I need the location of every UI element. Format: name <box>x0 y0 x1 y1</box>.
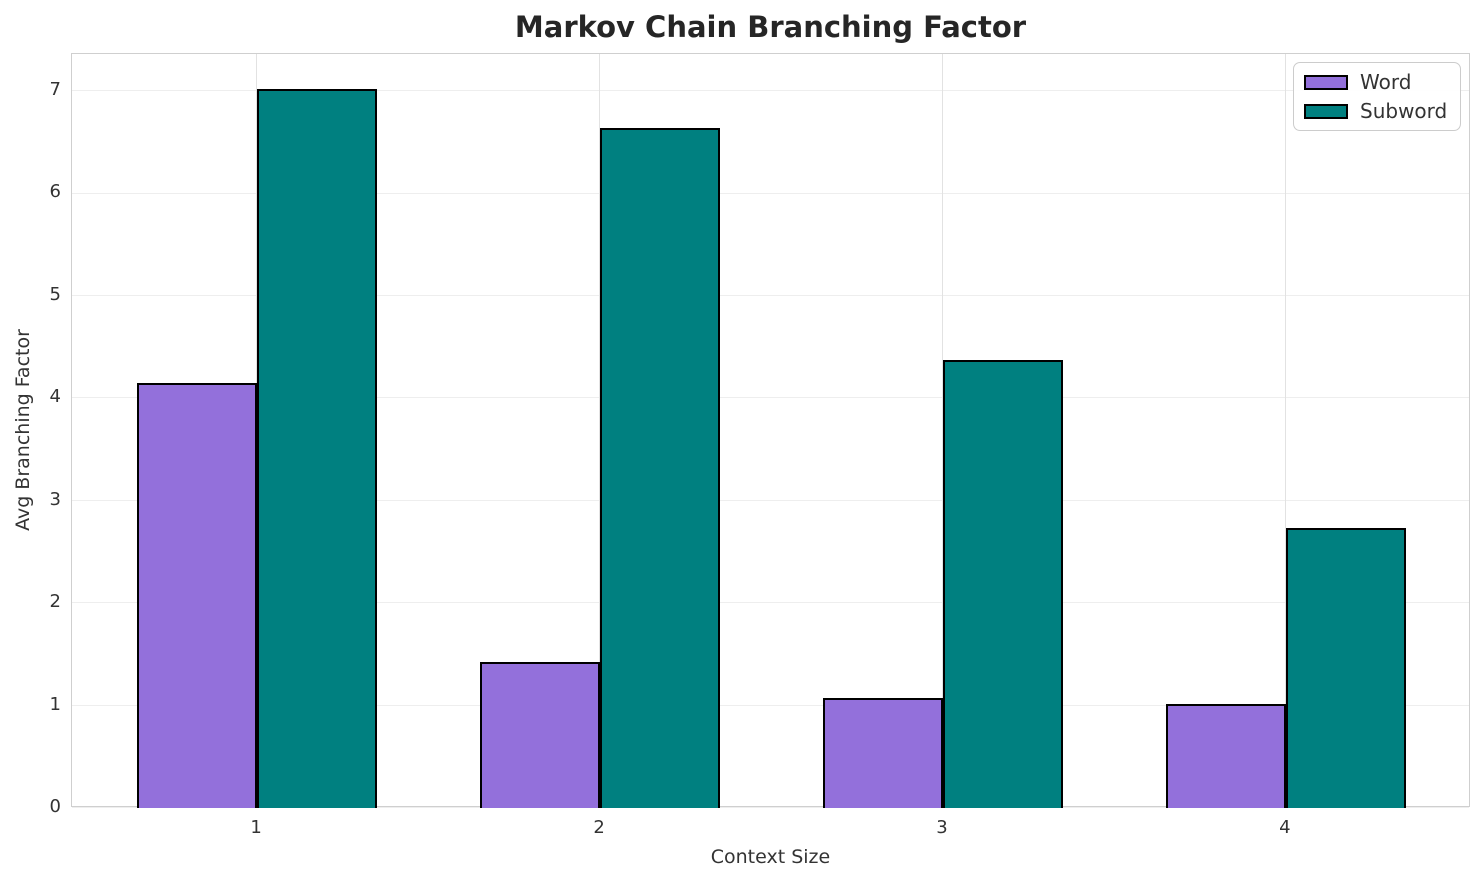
h-gridline <box>72 192 1469 194</box>
h-gridline <box>72 397 1469 399</box>
bar-subword-context-1 <box>257 88 378 808</box>
v-gridline <box>1285 54 1287 806</box>
x-tick-label: 3 <box>936 817 948 838</box>
legend-label: Word <box>1360 70 1412 94</box>
plot-area <box>71 53 1470 809</box>
v-gridline <box>942 54 944 806</box>
x-tick-label: 2 <box>593 817 605 838</box>
chart-title: Markov Chain Branching Factor <box>514 10 1027 44</box>
legend-swatch-word <box>1304 74 1348 90</box>
legend-entry-word: Word <box>1304 71 1448 93</box>
legend-entry-subword: Subword <box>1304 100 1448 122</box>
bar-word-context-1 <box>137 382 258 808</box>
bar-word-context-2 <box>480 661 601 808</box>
bar-subword-context-2 <box>600 127 721 808</box>
h-gridline <box>72 295 1469 297</box>
v-gridline <box>599 54 601 806</box>
y-tick-label: 0 <box>49 796 61 817</box>
x-tick-label: 4 <box>1279 817 1291 838</box>
h-gridline <box>72 602 1469 604</box>
legend-swatch-subword <box>1304 103 1348 119</box>
h-gridline <box>72 90 1469 92</box>
h-gridline <box>72 704 1469 706</box>
y-tick-label: 6 <box>49 181 61 203</box>
y-tick-label: 7 <box>49 78 61 100</box>
y-tick-label: 5 <box>49 283 61 305</box>
bar-word-context-4 <box>1165 703 1286 808</box>
x-axis-label: Context Size <box>710 846 831 868</box>
h-gridline <box>72 499 1469 501</box>
bar-subword-context-3 <box>942 360 1063 808</box>
bar-subword-context-4 <box>1285 528 1406 808</box>
legend-label: Subword <box>1360 99 1448 123</box>
y-tick-label: 2 <box>49 591 61 613</box>
bar-word-context-3 <box>822 698 943 808</box>
y-tick-label: 3 <box>49 488 61 510</box>
y-tick-label: 1 <box>49 693 61 715</box>
legend: Word Subword <box>1293 62 1461 131</box>
x-tick-label: 1 <box>250 817 262 838</box>
h-gridline <box>72 807 1469 809</box>
y-tick-label: 4 <box>49 386 61 408</box>
